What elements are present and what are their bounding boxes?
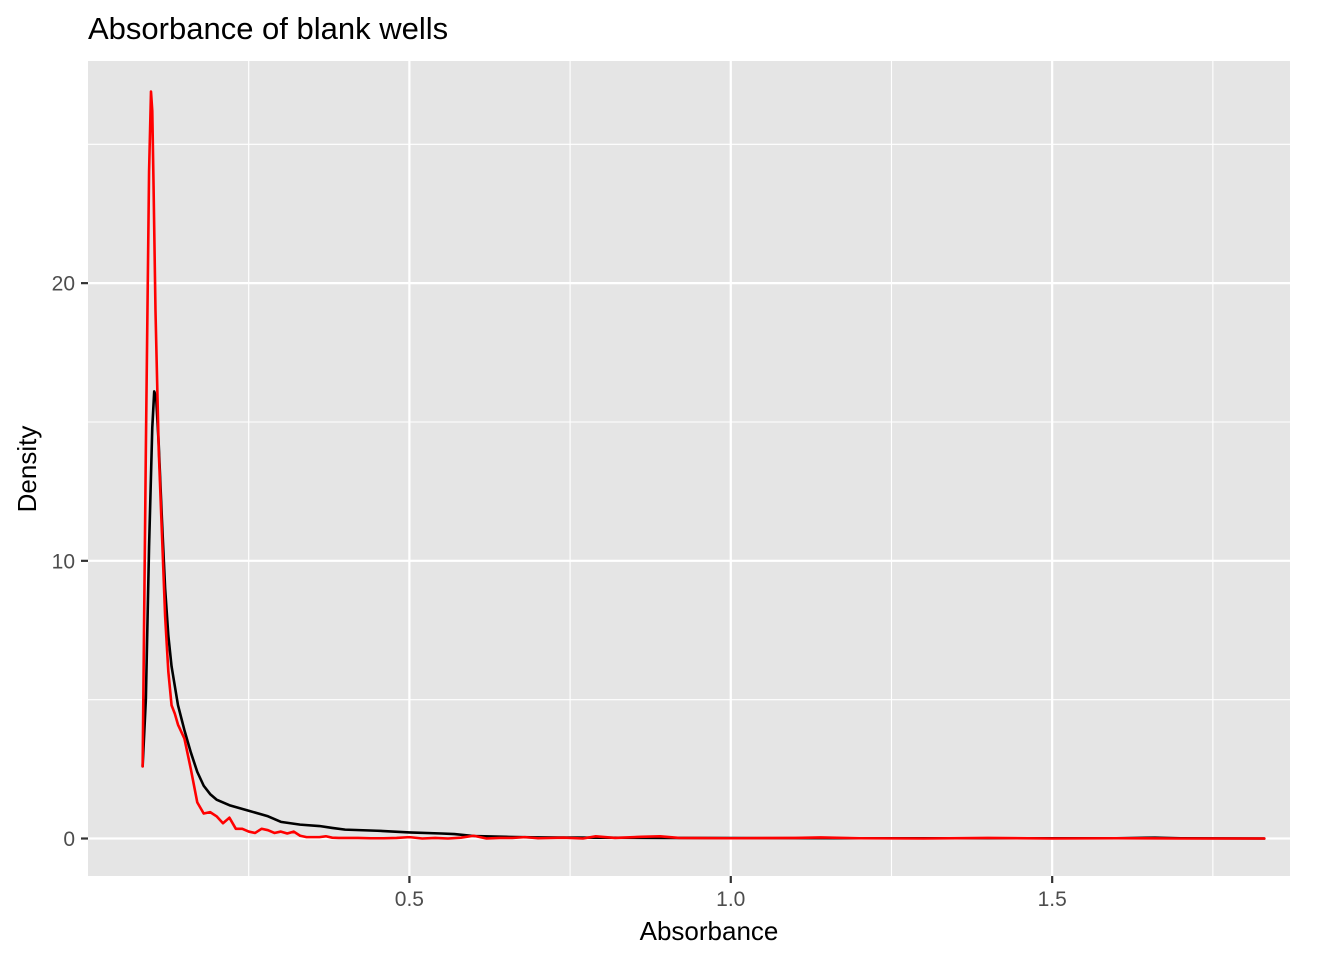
x-tick-label: 0.5	[395, 888, 424, 911]
y-axis: 0 10 20	[52, 273, 88, 851]
y-tick-label: 10	[52, 550, 75, 573]
x-tick-label: 1.5	[1038, 888, 1067, 911]
density-line-2	[141, 90, 1266, 840]
y-tick-label: 0	[63, 828, 75, 851]
minor-gridlines	[88, 61, 1290, 876]
series-layer	[141, 90, 1266, 840]
major-gridlines	[88, 61, 1290, 876]
plot-panel	[88, 61, 1290, 876]
x-axis-title: Absorbance	[640, 916, 779, 946]
chart-title: Absorbance of blank wells	[88, 11, 448, 46]
y-tick-label: 20	[52, 273, 75, 296]
y-axis-title: Density	[12, 426, 42, 513]
x-tick-label: 1.0	[716, 888, 745, 911]
x-axis: 0.5 1.0 1.5	[395, 876, 1067, 911]
